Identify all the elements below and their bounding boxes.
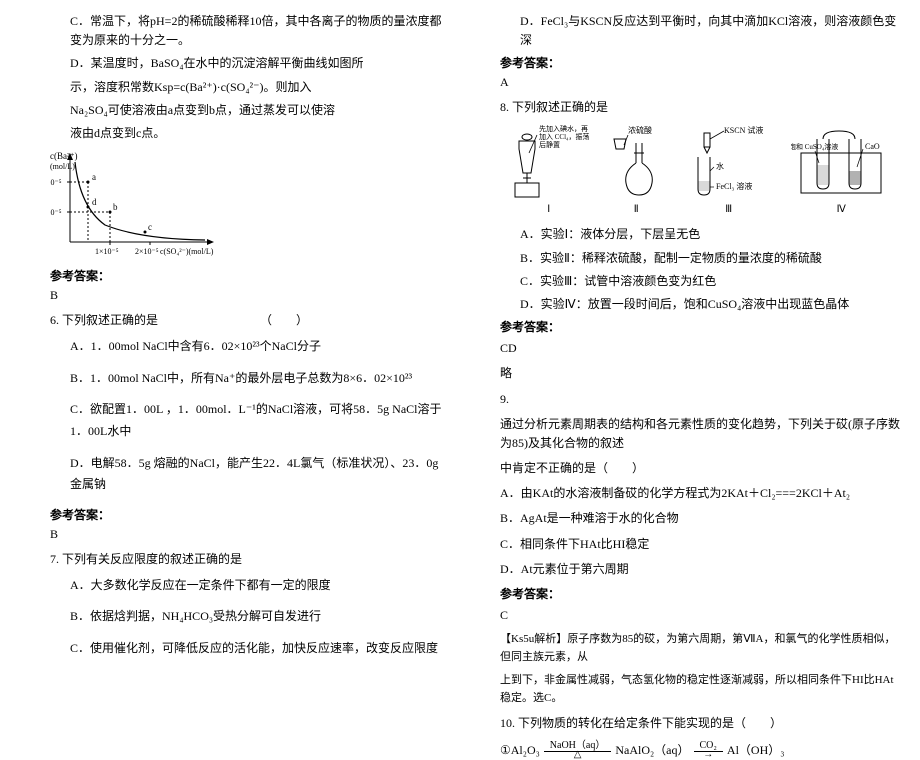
q5-option-c: C．常温下，将pH=2的稀硫酸稀释10倍，其中各离子的物质的量浓度都变为原来的十… (50, 12, 450, 50)
q6-option-a: A．1．00mol NaCl中含有6．02×10²³个NaCl分子 (50, 336, 450, 358)
arrow-1-bot: △ (574, 750, 582, 760)
svg-text:c(SO₄²⁻)(mol/L): c(SO₄²⁻)(mol/L) (160, 247, 214, 256)
answer-heading-7: 参考答案： (500, 54, 900, 71)
answer-5: B (50, 288, 450, 303)
svg-text:b: b (113, 202, 118, 212)
q9-option-b: B．AgAt是一种难溶于水的化合物 (500, 509, 900, 528)
svg-text:2×10⁻⁵: 2×10⁻⁵ (50, 208, 62, 217)
q6-option-b: B．1．00mol NaCl中，所有Na⁺的最外层电子总数为8×6．02×10²… (50, 368, 450, 390)
left-column: C．常温下，将pH=2的稀硫酸稀释10倍，其中各离子的物质的量浓度都变为原来的十… (0, 0, 460, 651)
svg-text:FeCl₃ 溶液: FeCl₃ 溶液 (716, 181, 752, 191)
q9-explain-1: 【Ks5u解析】原子序数为85的砹，为第六周期，第ⅦA，和氯气的化学性质相似，但… (500, 631, 900, 666)
answer-8b: 略 (500, 364, 900, 383)
svg-text:2×10⁻⁵: 2×10⁻⁵ (135, 247, 159, 256)
diagram-4: 饱和 CuSO₄溶液 CaO Ⅳ (791, 123, 891, 215)
answer-heading-9: 参考答案： (500, 585, 900, 602)
q9-explain-2: 上到下，非金属性减弱，气态氢化物的稳定性逐渐减弱，所以相同条件下HI比HAt稳定… (500, 672, 900, 707)
experiment-diagrams: 先加入碘水，再 加入 CCl₄，振荡 后静置 Ⅰ 浓硫酸 (500, 123, 900, 215)
svg-text:CaO: CaO (865, 142, 880, 151)
q9-option-a: A．由KAt的水溶液制备砹的化学方程式为2KAt＋Cl₂===2KCl＋At₂ (500, 484, 900, 503)
svg-text:先加入碘水，再: 先加入碘水，再 (539, 124, 588, 133)
answer-7: A (500, 75, 900, 90)
q7-option-d: D．FeCl₃与KSCN反应达到平衡时，向其中滴加KCl溶液，则溶液颜色变深 (500, 12, 900, 50)
r1-a: ①Al₂O₃ (500, 741, 540, 760)
svg-text:c(Ba²⁺): c(Ba²⁺) (50, 151, 77, 161)
svg-text:KSCN 试液: KSCN 试液 (724, 125, 763, 135)
question-8: 8. 下列叙述正确的是 (500, 98, 900, 115)
question-7: 7. 下列有关反应限度的叙述正确的是 (50, 550, 450, 567)
q8-option-b: B．实验Ⅱ：稀释浓硫酸，配制一定物质的量浓度的稀硫酸 (500, 249, 900, 268)
r1-m: NaAlO₂（aq） (615, 741, 689, 760)
svg-text:4×10⁻⁵: 4×10⁻⁵ (50, 178, 62, 187)
svg-text:c: c (148, 222, 152, 232)
svg-text:饱和 CuSO₄溶液: 饱和 CuSO₄溶液 (791, 142, 838, 151)
diagram-2-label: Ⅱ (606, 204, 666, 215)
question-9-l2: 中肯定不正确的是（ ） (500, 459, 900, 478)
svg-text:(mol/L): (mol/L) (50, 162, 75, 171)
svg-text:浓硫酸: 浓硫酸 (628, 125, 652, 135)
q5-option-d-l4: 液由d点变到c点。 (50, 124, 450, 143)
q5-option-d-l3: Na₂SO₄可使溶液由a点变到b点，通过蒸发可以使溶 (50, 101, 450, 120)
svg-text:d: d (92, 197, 97, 207)
answer-8: CD (500, 339, 900, 358)
diagram-1: 先加入碘水，再 加入 CCl₄，振荡 后静置 Ⅰ (509, 123, 589, 215)
diagram-4-label: Ⅳ (791, 204, 891, 215)
diagram-3-label: Ⅲ (684, 204, 774, 215)
reaction-1: ①Al₂O₃ NaOH（aq） △ NaAlO₂（aq） CO₂ → Al（OH… (500, 741, 900, 760)
right-column: D．FeCl₃与KSCN反应达到平衡时，向其中滴加KCl溶液，则溶液颜色变深 参… (460, 0, 920, 651)
q7-option-c: C．使用催化剂，可降低反应的活化能，加快反应速率，改变反应限度 (50, 638, 450, 660)
q6-option-c: C．欲配置1．00L ，1．00mol．L⁻¹的NaCl溶液，可将58．5g N… (50, 399, 450, 442)
diagram-1-label: Ⅰ (509, 204, 589, 215)
q9-option-c: C．相同条件下HAt比HI稳定 (500, 535, 900, 554)
svg-text:水: 水 (716, 161, 724, 171)
q5-option-d-l1: D．某温度时，BaSO₄在水中的沉淀溶解平衡曲线如图所 (50, 54, 450, 73)
q9-option-d: D．At元素位于第六周期 (500, 560, 900, 579)
answer-heading-5: 参考答案： (50, 267, 450, 284)
q5-option-d-l2: 示，溶度积常数Ksp=c(Ba²⁺)·c(SO₄²⁻)。则加入 (50, 78, 450, 97)
q8-option-c: C．实验Ⅲ：试管中溶液颜色变为红色 (500, 272, 900, 291)
q8-option-a: A．实验Ⅰ：液体分层，下层呈无色 (500, 225, 900, 244)
arrow-2-sym: → (703, 750, 713, 760)
question-6: 6. 下列叙述正确的是 （ ） (50, 311, 450, 328)
q6-option-d: D．电解58．5g 熔融的NaCl，能产生22．4L氯气（标准状况）、23．0g… (50, 453, 450, 496)
arrow-1: NaOH（aq） △ (544, 741, 612, 760)
arrow-2: CO₂ → (694, 741, 723, 760)
solubility-graph: c(Ba²⁺) (mol/L) c(SO₄²⁻)(mol/L) 4×10⁻⁵ 2… (50, 147, 450, 261)
diagram-2: 浓硫酸 Ⅱ (606, 123, 666, 215)
r1-c: Al（OH）₃ (727, 741, 785, 760)
diagram-3: KSCN 试液 水 FeCl₃ 溶液 Ⅲ (684, 123, 774, 215)
answer-6: B (50, 527, 450, 542)
svg-text:后静置: 后静置 (539, 140, 560, 149)
q8-option-d: D．实验Ⅳ：放置一段时间后，饱和CuSO₄溶液中出现蓝色晶体 (500, 295, 900, 314)
svg-text:加入 CCl₄，振荡: 加入 CCl₄，振荡 (539, 132, 589, 141)
svg-text:a: a (92, 172, 96, 182)
answer-heading-8: 参考答案： (500, 318, 900, 335)
question-9-num: 9. (500, 390, 900, 409)
q7-option-b: B．依据焓判据，NH₄HCO₃受热分解可自发进行 (50, 606, 450, 628)
question-10: 10. 下列物质的转化在给定条件下能实现的是（ ） (500, 714, 900, 733)
answer-9: C (500, 606, 900, 625)
answer-heading-6: 参考答案： (50, 506, 450, 523)
svg-text:1×10⁻⁵: 1×10⁻⁵ (95, 247, 119, 256)
question-9-l1: 通过分析元素周期表的结构和各元素性质的变化趋势，下列关于砹(原子序数为85)及其… (500, 415, 900, 453)
q7-option-a: A．大多数化学反应在一定条件下都有一定的限度 (50, 575, 450, 597)
